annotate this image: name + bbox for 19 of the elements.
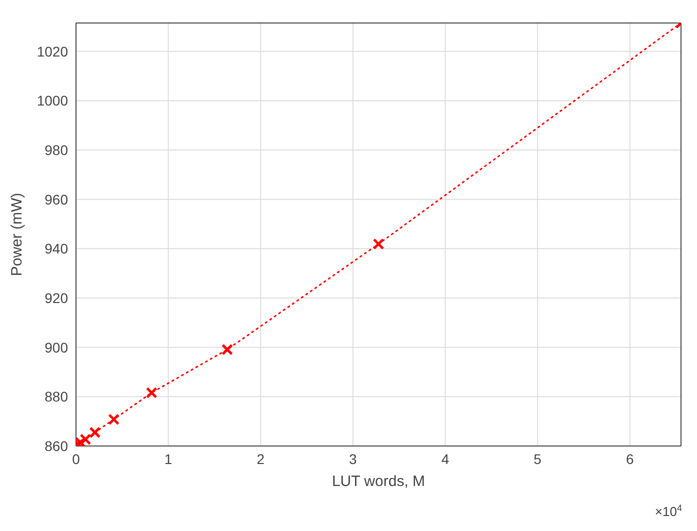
y-tick-label: 980: [44, 142, 68, 158]
y-tick-label: 880: [44, 388, 68, 405]
y-axis-title: Power (mW): [8, 192, 26, 276]
x-tick-label: 0: [72, 450, 80, 467]
text: ×10$^{4}$: [654, 503, 682, 519]
y-tick-label: 860: [44, 438, 68, 454]
x-tick-label: 5: [534, 450, 542, 467]
y-tick-label: 1000: [36, 92, 68, 109]
y-tick-label: 920: [44, 290, 68, 306]
x-tick-label: 1: [164, 450, 172, 467]
x-tick-label: 3: [349, 450, 358, 467]
x-tick-label: 4: [441, 450, 450, 467]
x-axis-title: LUT words, M: [332, 473, 426, 490]
y-tick-label: 960: [44, 191, 68, 208]
x-tick-label: 2: [256, 450, 265, 467]
x-tick-label: 6: [626, 450, 634, 467]
y-tick-label: 1020: [36, 43, 68, 60]
y-tick-label: 900: [44, 339, 68, 356]
y-tick-label: 940: [44, 240, 68, 257]
